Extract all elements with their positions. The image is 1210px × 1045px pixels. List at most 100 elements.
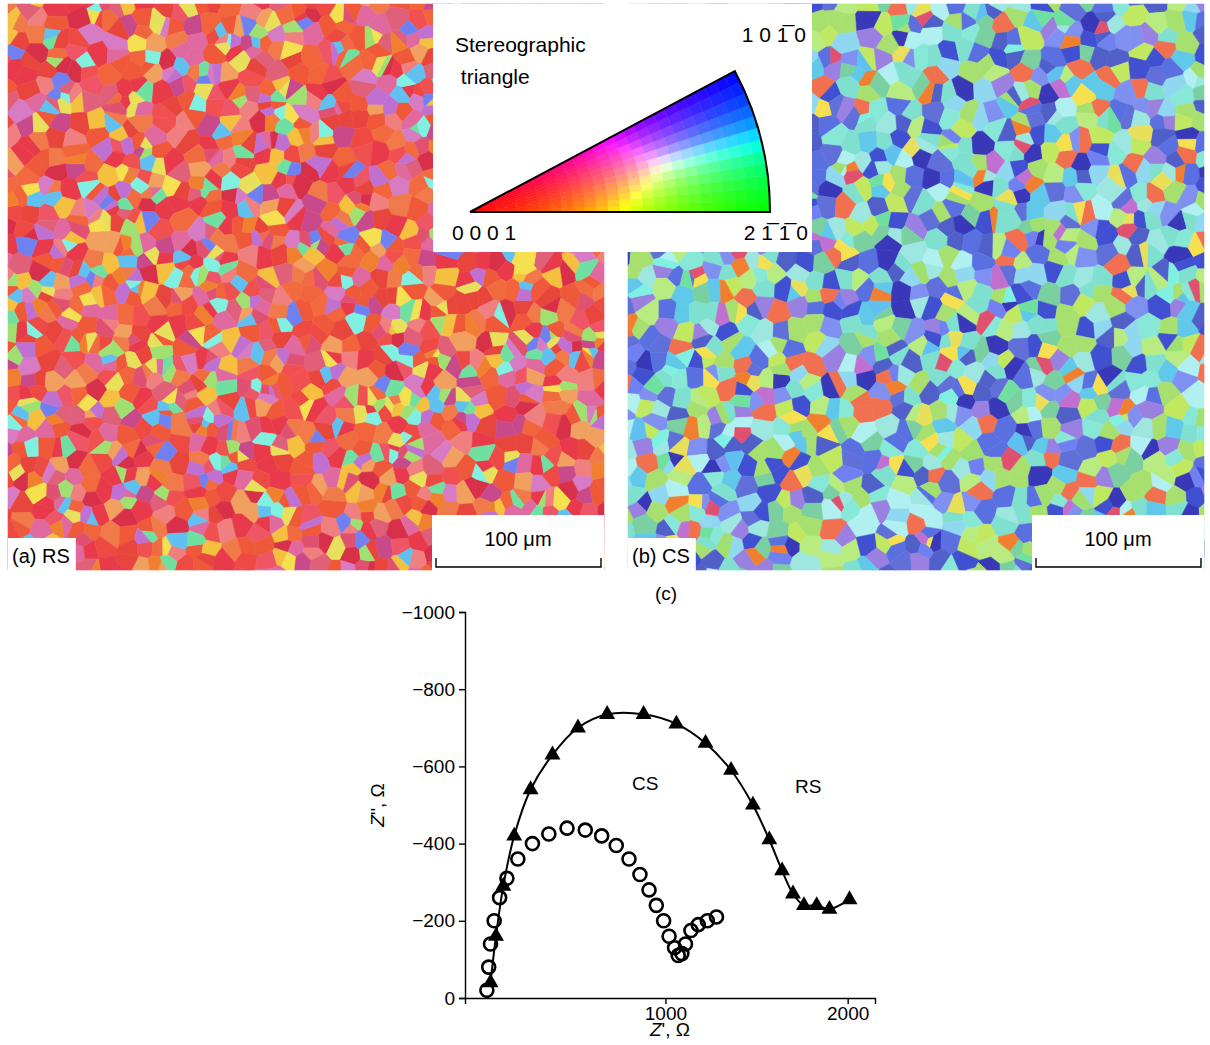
grain	[64, 336, 80, 352]
figure: (a) RS100 μm(b) CS100 μmStereographic tr…	[0, 0, 1210, 1045]
grain	[39, 271, 56, 287]
grain	[298, 128, 310, 144]
grain	[34, 369, 46, 387]
grain	[179, 4, 198, 17]
grain	[204, 371, 218, 387]
grain	[68, 220, 90, 239]
grain	[25, 156, 46, 178]
grain	[384, 499, 404, 521]
grain	[33, 113, 49, 132]
grain	[111, 267, 125, 285]
grain	[234, 397, 250, 421]
grain	[123, 480, 140, 495]
grain	[111, 483, 125, 500]
grain	[347, 191, 362, 205]
grain	[136, 81, 153, 103]
grain	[120, 219, 140, 237]
grain	[250, 296, 261, 309]
grain	[8, 45, 25, 60]
grain	[185, 405, 206, 418]
grain	[149, 466, 168, 484]
grain	[61, 435, 76, 457]
grain	[525, 349, 542, 360]
grain	[126, 103, 137, 117]
grain	[271, 445, 290, 455]
grain	[345, 313, 366, 335]
grain	[298, 242, 310, 256]
grain	[369, 166, 389, 187]
grain	[16, 343, 35, 358]
grain	[589, 348, 598, 359]
grain	[506, 386, 520, 408]
grain	[107, 18, 129, 40]
grain	[252, 229, 263, 246]
grain	[389, 176, 409, 196]
grain	[556, 415, 572, 442]
grain	[413, 361, 429, 377]
grain	[146, 50, 161, 64]
grain	[541, 348, 556, 366]
grain	[115, 282, 130, 303]
grain	[370, 192, 389, 211]
grain	[560, 381, 578, 390]
grain	[44, 192, 62, 207]
grain	[989, 4, 1008, 12]
grain	[591, 415, 604, 430]
grain	[229, 50, 251, 72]
grain	[203, 212, 226, 228]
grain	[87, 4, 102, 11]
grain	[141, 434, 164, 446]
grain	[375, 535, 393, 559]
grain	[27, 321, 43, 338]
grain	[171, 288, 182, 303]
grain	[166, 302, 182, 317]
grain	[64, 510, 81, 523]
grain	[428, 482, 445, 494]
grain	[50, 244, 65, 259]
grain	[321, 350, 337, 367]
grain	[1193, 85, 1204, 101]
grain	[196, 75, 211, 84]
grain	[310, 430, 326, 442]
grain	[360, 251, 379, 272]
grain	[341, 275, 353, 289]
grain	[406, 409, 421, 425]
grain	[374, 482, 388, 502]
grain	[120, 497, 137, 509]
grain	[285, 103, 299, 124]
grain	[306, 155, 319, 171]
grain	[199, 61, 209, 76]
grain	[942, 22, 962, 43]
grain	[573, 400, 587, 421]
grain	[175, 554, 194, 570]
grain	[8, 273, 18, 285]
grain	[393, 255, 410, 274]
grain	[418, 228, 430, 244]
scale-bar-line	[436, 558, 601, 567]
grain	[392, 319, 408, 333]
grain	[202, 332, 221, 349]
grain	[370, 442, 384, 462]
grain	[398, 342, 420, 356]
grain	[341, 560, 356, 570]
grain	[46, 484, 61, 501]
grain	[420, 409, 434, 423]
grain	[173, 251, 191, 264]
grain	[547, 337, 560, 348]
grain	[281, 552, 295, 570]
grain	[396, 355, 413, 368]
grain	[355, 530, 370, 549]
grain	[71, 91, 84, 113]
grain	[1141, 22, 1159, 46]
grain	[113, 446, 129, 466]
grain	[505, 451, 520, 463]
grain	[541, 308, 558, 325]
grain	[231, 34, 241, 48]
grain	[231, 129, 253, 146]
grain	[254, 133, 267, 154]
grain	[430, 317, 445, 336]
grain	[16, 237, 38, 257]
grain	[193, 569, 194, 570]
grain	[52, 72, 71, 88]
grain	[260, 384, 269, 394]
